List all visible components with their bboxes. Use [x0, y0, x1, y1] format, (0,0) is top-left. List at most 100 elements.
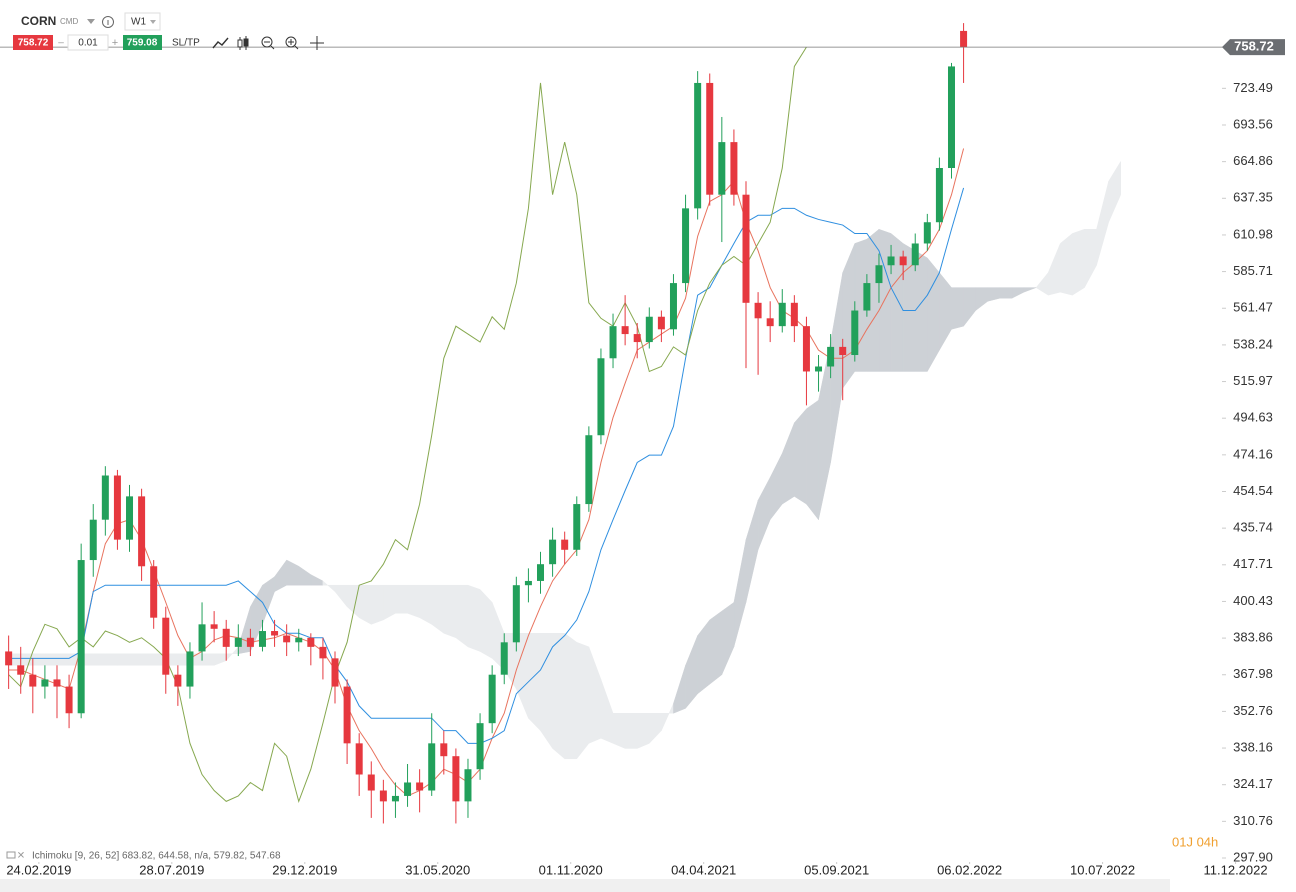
y-tick-label: 637.35: [1233, 190, 1273, 205]
candle-body: [198, 624, 206, 652]
sell-button[interactable]: [13, 35, 53, 50]
candle-body: [391, 795, 399, 802]
candle-body: [379, 790, 387, 802]
y-tick-label: 561.47: [1233, 300, 1273, 315]
indicator-legend: ✕ Ichimoku [9, 26, 52] 683.82, 644.58, n…: [6, 851, 281, 862]
cloud-segment: [600, 679, 614, 744]
cloud-segment: [733, 539, 747, 647]
candle-body: [17, 665, 25, 675]
timeframe: W1: [131, 17, 146, 28]
cloud-segment: [588, 646, 602, 744]
cloud-segment: [117, 653, 130, 666]
candle-body: [5, 651, 13, 666]
cloud-segment: [1035, 271, 1049, 296]
buy-button[interactable]: [123, 35, 162, 50]
cloud-segment: [1072, 228, 1085, 296]
candle-body: [790, 302, 798, 327]
candle-body: [694, 82, 702, 209]
candle-body: [609, 326, 617, 359]
step-box[interactable]: [67, 34, 109, 51]
candle-body: [65, 686, 73, 714]
cloud-segment: [1023, 287, 1037, 293]
cloud-segment: [552, 633, 565, 760]
x-tick-label: 31.05.2020: [405, 862, 470, 877]
pan-tool[interactable]: [310, 36, 324, 50]
candle-body: [851, 310, 859, 356]
cloud-segment: [334, 584, 348, 608]
cloud-segment: [661, 703, 674, 731]
info-icon[interactable]: [102, 16, 114, 28]
cloud-segment: [105, 653, 118, 666]
cloud-segment: [721, 601, 735, 675]
y-tick-label: 400.43: [1233, 593, 1273, 608]
y-tick-label: 338.16: [1233, 739, 1273, 754]
candle-body: [621, 326, 629, 335]
cloud-segment: [286, 559, 299, 586]
candle-body: [512, 585, 520, 643]
x-tick-label: 01.11.2020: [539, 862, 603, 877]
candle-body: [222, 628, 230, 647]
y-tick-label: 585.71: [1233, 263, 1273, 278]
candle-body: [645, 316, 653, 343]
cloud-segment: [516, 633, 529, 719]
candle-body: [89, 519, 97, 561]
candle-body: [283, 635, 291, 643]
dropdown-arrow[interactable]: [87, 19, 95, 24]
cloud-segment: [987, 287, 1001, 302]
cloud-segment: [129, 653, 142, 666]
plus[interactable]: +: [112, 37, 118, 49]
candle-body: [524, 580, 532, 586]
cloud-segment: [262, 576, 275, 625]
cloud-segment: [999, 287, 1013, 299]
y-tick-label: 723.49: [1233, 80, 1273, 95]
cloud-segment: [56, 653, 70, 666]
line-tool[interactable]: [212, 37, 229, 49]
candle-body: [162, 617, 170, 675]
cloud-segment: [636, 713, 650, 749]
zoom-in[interactable]: [285, 36, 299, 50]
sltp[interactable]: SL/TP: [172, 38, 200, 49]
candle-body: [537, 564, 545, 581]
y-tick-label: 383.86: [1233, 630, 1273, 645]
indicator-icon[interactable]: [6, 851, 16, 859]
cloud-segment: [467, 584, 481, 652]
candle-body: [549, 539, 557, 565]
cloud-segment: [794, 408, 807, 505]
scrollbar[interactable]: [0, 879, 1170, 892]
candle-body: [839, 346, 847, 356]
cloud-segment: [1084, 229, 1097, 288]
candle-body: [186, 651, 194, 687]
cloud-segment: [939, 271, 952, 352]
candle-body: [815, 366, 823, 372]
candle-body: [778, 302, 786, 327]
cloud-segment: [564, 632, 578, 760]
cloud-segment: [951, 287, 964, 330]
cloud-segment: [1108, 160, 1121, 223]
symbol[interactable]: CORN: [21, 14, 56, 28]
cloud-segment: [383, 584, 396, 621]
candle-body: [440, 743, 448, 757]
cloud-segment: [358, 584, 372, 625]
y-tick-label: 454.54: [1233, 483, 1273, 498]
candle-body: [476, 723, 484, 770]
candle-body: [258, 631, 266, 647]
minus[interactable]: –: [58, 38, 64, 49]
timeframe-box[interactable]: [124, 12, 161, 31]
cloud-segment: [975, 287, 989, 312]
indicator-close[interactable]: ✕: [17, 851, 25, 862]
candle-tool[interactable]: [237, 36, 249, 50]
zoom-out[interactable]: [261, 36, 275, 50]
cloud-segment: [395, 584, 408, 614]
cloud-segment: [443, 584, 457, 639]
cloud-segment: [479, 588, 493, 659]
candle-body: [113, 475, 121, 540]
y-tick-label: 474.16: [1233, 446, 1273, 461]
y-tick-label: 435.74: [1233, 520, 1273, 535]
candle-body: [875, 265, 883, 284]
y-tick-label: 310.76: [1233, 813, 1273, 828]
indicator-label: Ichimoku [9, 26, 52] 683.82, 644.58, n/a…: [32, 851, 281, 862]
candle-body: [561, 539, 569, 550]
cloud-segment: [298, 565, 312, 586]
candle-body: [150, 566, 158, 618]
